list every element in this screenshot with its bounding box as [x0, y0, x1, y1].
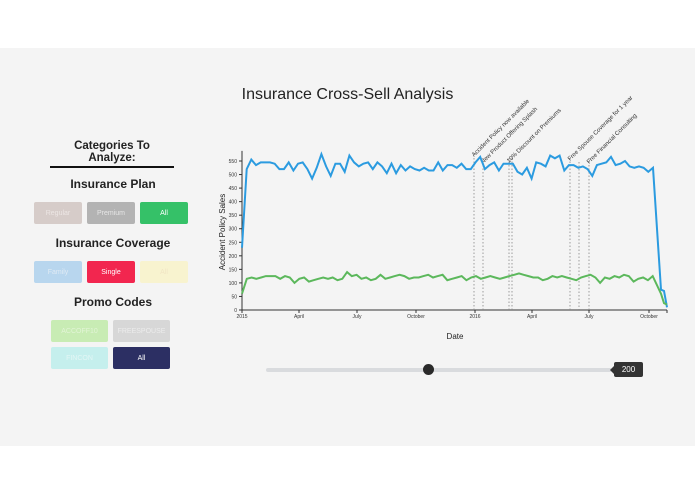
plan-regular-button[interactable]: Regular: [34, 202, 82, 224]
svg-text:550: 550: [229, 159, 238, 165]
plan-all-button[interactable]: All: [140, 202, 188, 224]
y-axis: 0 50 100 150 200 250 300 350 400 450 500 550: [229, 150, 243, 314]
svg-text:450: 450: [229, 186, 238, 192]
categories-heading: Categories To Analyze:: [50, 140, 174, 168]
svg-text:October: October: [407, 314, 425, 320]
svg-text:350: 350: [229, 213, 238, 219]
coverage-single-button[interactable]: Single: [87, 261, 135, 283]
coverage-family-button[interactable]: Family: [34, 261, 82, 283]
x-axis-label: Date: [447, 332, 464, 341]
svg-text:July: July: [585, 314, 594, 320]
insurance-plan-title: Insurance Plan: [70, 177, 156, 191]
slider-thumb[interactable]: [423, 364, 434, 375]
x-axis: 2015 April July October 2016 April July October: [236, 309, 668, 320]
blue-series-line: [241, 151, 668, 308]
svg-text:2016: 2016: [469, 314, 480, 320]
svg-text:50: 50: [231, 294, 237, 300]
svg-text:250: 250: [229, 240, 238, 246]
svg-text:July: July: [353, 314, 362, 320]
svg-text:April: April: [294, 314, 304, 320]
promo-fincon-button[interactable]: FINCON: [51, 347, 108, 369]
plan-premium-button[interactable]: Premium: [87, 202, 135, 224]
svg-text:0: 0: [234, 308, 237, 314]
promo-all-button[interactable]: All: [113, 347, 170, 369]
y-axis-label: Accident Policy Sales: [218, 194, 227, 270]
coverage-all-button[interactable]: All: [140, 261, 188, 283]
svg-text:October: October: [640, 314, 658, 320]
insurance-coverage-title: Insurance Coverage: [55, 236, 171, 250]
slider-track[interactable]: [266, 368, 612, 372]
promo-freespouse-button[interactable]: FREESPOUSE: [113, 320, 170, 342]
svg-text:200: 200: [229, 254, 238, 260]
svg-text:2015: 2015: [236, 314, 247, 320]
page-title: Insurance Cross-Sell Analysis: [241, 86, 454, 103]
promo-codes-title: Promo Codes: [73, 295, 152, 309]
green-series-line: [241, 270, 668, 306]
svg-text:300: 300: [229, 227, 238, 233]
svg-text:400: 400: [229, 200, 238, 206]
svg-text:150: 150: [229, 267, 238, 273]
promo-accoff10-button[interactable]: ACCOFF10: [51, 320, 108, 342]
svg-text:500: 500: [229, 173, 238, 179]
svg-text:April: April: [527, 314, 537, 320]
slider-value-tooltip: 200: [610, 362, 643, 377]
svg-text:100: 100: [229, 281, 238, 287]
